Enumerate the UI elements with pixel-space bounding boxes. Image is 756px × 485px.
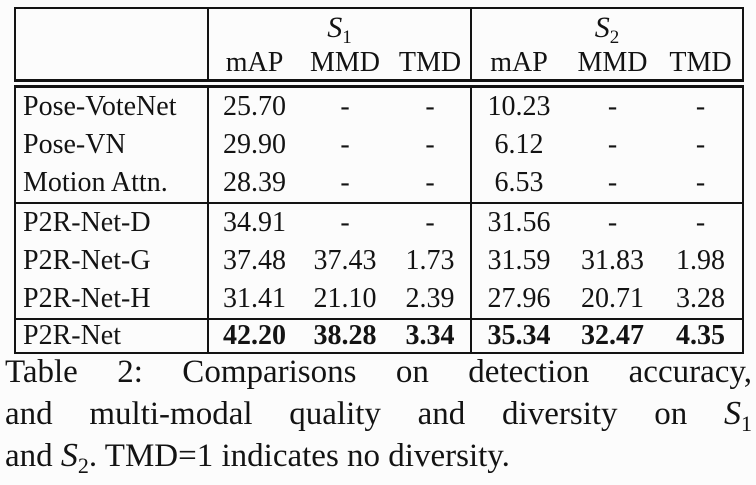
col-header-mmd-s2: MMD xyxy=(566,47,660,88)
cell-value: 31.41 xyxy=(208,280,300,320)
cell-value: 3.34 xyxy=(390,319,473,353)
col-header-map-s1: mAP xyxy=(208,47,300,88)
row-label: P2R-Net-G xyxy=(15,242,209,280)
cell-value: - xyxy=(390,203,473,242)
cell-value: - xyxy=(695,207,706,238)
cell-value: 25.70 xyxy=(223,91,286,122)
cell-value: 29.90 xyxy=(223,129,286,160)
cell-value: - xyxy=(390,126,473,164)
cell-value: 6.12 xyxy=(494,129,544,160)
cell-value: 42.20 xyxy=(223,320,286,351)
caption-line-3-post: . TMD=1 indicates no diversity. xyxy=(88,438,510,474)
cell-value: 27.96 xyxy=(471,280,567,320)
table-row: Motion Attn. 28.39 - - 6.53 - - xyxy=(15,164,744,204)
caption-line-1: Table 2: Comparisons on detection accura… xyxy=(5,354,752,390)
cell-value: 4.35 xyxy=(676,320,726,351)
cell-value: 1.98 xyxy=(676,245,726,276)
cell-value: - xyxy=(390,164,473,204)
header-group-row: S1 S2 xyxy=(15,8,743,88)
col-header-tmd-s1: TMD xyxy=(390,47,473,88)
cell-value: - xyxy=(659,164,744,204)
cell-value: 37.48 xyxy=(223,245,286,276)
cell-value: - xyxy=(695,91,706,122)
cell-value: 37.43 xyxy=(313,245,377,276)
cell-value: - xyxy=(607,91,618,122)
col-header-tmd-s2: TMD xyxy=(659,47,744,88)
cell-value: 6.53 xyxy=(471,164,567,204)
cell-value: - xyxy=(340,129,350,160)
cell-value: - xyxy=(340,207,350,238)
row-label: Pose-VoteNet xyxy=(15,83,209,126)
cell-value: 28.39 xyxy=(208,164,300,204)
row-label: P2R-Net-H xyxy=(15,280,209,320)
cell-value: 20.71 xyxy=(566,280,660,320)
cell-value: 10.23 xyxy=(487,91,551,122)
header-metric-row: mAP MMD TMD mAP MMD TMD xyxy=(15,47,744,88)
cell-value: 35.34 xyxy=(487,320,551,351)
cell-value: - xyxy=(390,83,473,126)
cell-value: - xyxy=(607,207,618,238)
cell-value: - xyxy=(300,164,390,204)
cell-value: 31.59 xyxy=(487,245,551,276)
caption-line-2-text: and multi-modal quality and diversity on xyxy=(5,396,724,432)
mathcal-s1: S1 xyxy=(327,11,352,47)
col-header-map-s2: mAP xyxy=(471,47,567,88)
cell-value: - xyxy=(695,129,706,160)
table-row: Pose-VoteNet 25.70 - - 10.23 - - xyxy=(15,83,743,126)
cell-value: 21.10 xyxy=(300,280,390,320)
cell-value: - xyxy=(566,164,660,204)
cell-value: - xyxy=(607,129,618,160)
table-row: P2R-Net-H 31.41 21.10 2.39 27.96 20.71 3… xyxy=(15,280,744,320)
cell-value: 34.91 xyxy=(223,207,286,238)
table-row-best: P2R-Net 42.20 38.28 3.34 35.34 32.47 4.3… xyxy=(15,319,743,353)
caption-line-3-pre: and xyxy=(5,438,61,474)
table-row: P2R-Net-D 34.91 - - 31.56 - - xyxy=(15,203,743,242)
cell-value: 31.83 xyxy=(581,245,645,276)
table-row: P2R-Net-G 37.48 37.43 1.73 31.59 31.83 1… xyxy=(15,242,743,280)
mathcal-s2: S2 xyxy=(594,11,620,47)
mathcal-s1-caption: S1 xyxy=(724,395,752,436)
header-corner-cell xyxy=(15,8,209,88)
cell-value: 31.56 xyxy=(487,207,551,238)
col-header-mmd-s1: MMD xyxy=(300,47,390,88)
header-group-s2: S2 xyxy=(471,8,743,47)
cell-value: 2.39 xyxy=(390,280,473,320)
cell-value: 3.28 xyxy=(659,280,744,320)
caption-line-3: and S2. TMD=1 indicates no diversity. xyxy=(5,435,752,477)
mathcal-s2-caption: S2 xyxy=(60,437,89,478)
cell-value: - xyxy=(340,91,350,122)
row-label: Pose-VN xyxy=(15,126,209,164)
cell-value: 1.73 xyxy=(390,242,473,280)
table-caption: Table 2: Comparisons on detection accura… xyxy=(5,352,752,477)
cell-value: 32.47 xyxy=(581,320,645,351)
cell-value: 38.28 xyxy=(313,320,377,351)
row-label: P2R-Net-D xyxy=(15,203,209,242)
row-label: Motion Attn. xyxy=(15,164,209,204)
row-label: P2R-Net xyxy=(15,319,209,353)
header-group-s1: S1 xyxy=(208,8,473,47)
results-table: S1 S2 mAP MMD TMD mAP MMD TMD Pose-VoteN… xyxy=(14,7,745,354)
table-row: Pose-VN 29.90 - - 6.12 - - xyxy=(15,126,743,164)
caption-line-2: and multi-modal quality and diversity on… xyxy=(5,393,752,435)
